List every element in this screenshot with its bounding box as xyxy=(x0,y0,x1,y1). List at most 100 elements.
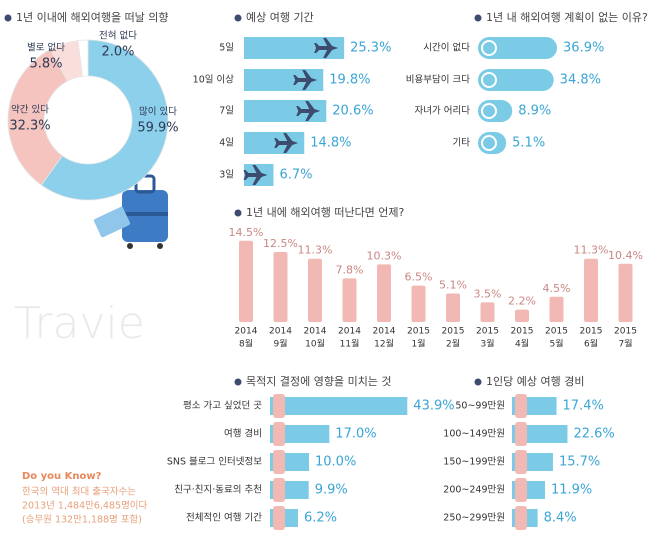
column-value: 7.8% xyxy=(336,263,364,276)
column-value: 5.1% xyxy=(439,278,467,291)
x-tick-month: 3월 xyxy=(480,338,494,350)
x-tick-month: 1월 xyxy=(411,338,425,350)
bar-category: 3일 xyxy=(219,170,234,181)
bar-value: 9.9% xyxy=(315,483,348,498)
title-bullet xyxy=(234,14,242,22)
note-line: (승무원 132만1,188명 포함) xyxy=(22,515,142,526)
bar-category: 자녀가 어리다 xyxy=(415,106,471,117)
column xyxy=(308,258,322,322)
column xyxy=(273,252,288,322)
x-tick-year: 2014 xyxy=(373,327,396,337)
x-tick-month: 7월 xyxy=(618,338,632,350)
column-value: 2.2% xyxy=(508,295,536,308)
x-tick-year: 2015 xyxy=(476,327,499,337)
chart-title: 1년 이내에 해외여행을 떠날 의향 xyxy=(16,10,169,24)
bar-category: 10일 이상 xyxy=(193,75,235,86)
column-value: 3.5% xyxy=(474,287,502,300)
column xyxy=(411,285,426,322)
reason-icon xyxy=(481,135,497,151)
x-tick-year: 2015 xyxy=(442,327,465,337)
bar-category: 100~149만원 xyxy=(443,429,505,440)
column-value: 11.3% xyxy=(574,244,609,257)
column-value: 10.4% xyxy=(608,249,643,262)
column-value: 14.5% xyxy=(229,226,264,239)
tag-icon xyxy=(273,478,285,502)
x-tick-year: 2015 xyxy=(545,327,568,337)
bar-value: 6.7% xyxy=(279,168,312,183)
chart-title: 목적지 결정에 영향을 미치는 것 xyxy=(246,375,392,388)
bar-value: 17.4% xyxy=(563,399,604,414)
reason-icon xyxy=(481,72,497,88)
slice-value: 2.0% xyxy=(101,45,134,60)
bar-value: 36.9% xyxy=(563,41,604,56)
bar-value: 5.1% xyxy=(512,136,545,151)
bar-value: 8.4% xyxy=(544,511,577,526)
bar-category: 200~249만원 xyxy=(443,485,505,496)
slice-value: 5.8% xyxy=(29,57,62,72)
x-tick-year: 2014 xyxy=(269,327,292,337)
bar-value: 43.9% xyxy=(413,399,454,414)
x-tick-month: 12월 xyxy=(374,338,394,350)
plane-icon xyxy=(243,165,268,185)
title-bullet xyxy=(474,378,482,386)
chart-title: 예상 여행 기간 xyxy=(246,11,314,24)
bar-value: 22.6% xyxy=(573,427,614,442)
plane-icon xyxy=(274,133,299,153)
bar-value: 8.9% xyxy=(518,104,551,119)
bar-category: 비용부담이 크다 xyxy=(406,74,470,86)
slice-label: 약간 있다 xyxy=(11,104,49,116)
column xyxy=(342,278,357,322)
note-line: 한국의 역대 최대 출국자수는 xyxy=(22,487,136,498)
slice-value: 59.9% xyxy=(137,121,178,136)
bar-category: 전체적인 여행 기간 xyxy=(186,512,262,524)
bar-value: 14.8% xyxy=(310,136,351,151)
bar xyxy=(244,69,324,91)
tag-icon xyxy=(273,394,285,418)
slice-label: 전혀 없다 xyxy=(99,30,137,42)
tag-icon xyxy=(273,506,285,530)
column xyxy=(618,263,633,322)
x-tick-year: 2015 xyxy=(580,327,603,337)
bar-category: 친구·친지·동료의 추천 xyxy=(174,485,262,496)
bar xyxy=(244,100,327,122)
chart-title: 1년 내에 해외여행 떠난다면 언제? xyxy=(246,205,405,219)
bar-category: 시간이 없다 xyxy=(423,42,470,54)
bar-category: 여행 경비 xyxy=(224,428,262,440)
title-bullet xyxy=(4,14,12,22)
reason-icon xyxy=(481,103,497,119)
column xyxy=(584,258,598,322)
bar-category: 150~199만원 xyxy=(443,457,505,468)
column-value: 4.5% xyxy=(543,282,571,295)
x-tick-month: 10월 xyxy=(305,338,325,350)
x-tick-year: 2014 xyxy=(304,327,327,337)
column-value: 10.3% xyxy=(367,249,402,262)
x-tick-month: 8월 xyxy=(239,338,253,350)
bar-value: 25.3% xyxy=(350,41,391,56)
slice-value: 32.3% xyxy=(9,119,50,134)
x-tick-month: 6월 xyxy=(584,338,598,350)
bar-category: 250~299만원 xyxy=(443,513,505,524)
bar-value: 19.8% xyxy=(329,73,370,88)
slice-label: 별로 없다 xyxy=(27,42,65,54)
plane-icon xyxy=(293,70,318,90)
x-tick-month: 2월 xyxy=(446,338,460,350)
column-value: 6.5% xyxy=(405,271,433,284)
slice-label: 많이 있다 xyxy=(139,106,177,118)
bar-category: 기타 xyxy=(453,138,471,149)
bar-category: 5일 xyxy=(219,43,234,54)
column xyxy=(239,240,253,322)
bar-value: 15.7% xyxy=(559,455,600,470)
column xyxy=(480,302,495,322)
bar xyxy=(244,37,345,59)
title-bullet xyxy=(234,378,242,386)
note-line: 2013년 1,484만6,485명이다 xyxy=(22,501,148,512)
plane-icon xyxy=(296,101,321,121)
column xyxy=(377,264,391,322)
bar xyxy=(270,397,408,415)
donut-slice xyxy=(40,39,169,201)
bar-value: 20.6% xyxy=(332,104,373,119)
x-tick-month: 9월 xyxy=(273,338,287,350)
note-title: Do you Know? xyxy=(22,471,102,482)
tag-icon xyxy=(273,422,285,446)
